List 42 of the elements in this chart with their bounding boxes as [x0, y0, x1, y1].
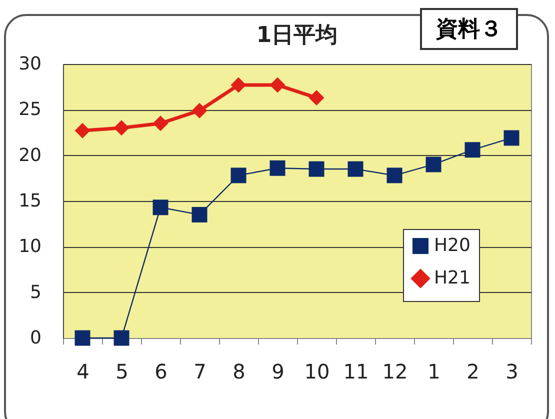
point — [504, 130, 520, 146]
point — [152, 200, 168, 216]
y-tick-label: 25 — [18, 99, 42, 120]
point — [230, 168, 246, 184]
legend-label: H20 — [434, 235, 470, 256]
x-tick-label: 3 — [506, 360, 518, 384]
y-tick-label: 30 — [18, 54, 42, 74]
y-tick-label: 20 — [18, 144, 42, 166]
y-tick-label: 5 — [30, 282, 42, 303]
legend-label: H21 — [434, 268, 470, 288]
point — [348, 161, 364, 177]
x-tick-label: 9 — [272, 360, 284, 384]
point — [192, 102, 208, 118]
x-tick-label: 4 — [76, 360, 90, 384]
x-tick-label: 11 — [343, 360, 369, 384]
chart-title: 1日平均 — [256, 23, 338, 48]
point — [426, 156, 442, 172]
point — [192, 206, 208, 222]
x-tick-label: 12 — [382, 360, 408, 384]
point — [270, 77, 286, 93]
point — [308, 161, 324, 177]
x-tick-label: 7 — [194, 360, 206, 384]
x-tick-label: 1 — [428, 360, 440, 384]
x-tick-label: 5 — [116, 360, 128, 384]
point — [74, 122, 90, 138]
point — [114, 120, 130, 136]
x-tick-label: 6 — [154, 360, 168, 384]
point — [386, 168, 402, 184]
y-tick-label: 15 — [18, 190, 42, 212]
point — [308, 90, 324, 106]
point — [74, 330, 90, 346]
y-tick-label: 10 — [18, 236, 42, 258]
point — [230, 77, 246, 93]
text: 資料３ — [420, 8, 518, 50]
x-tick-label: 2 — [466, 360, 480, 384]
point — [152, 116, 168, 132]
x-tick-label: 10 — [304, 360, 330, 384]
point — [464, 142, 480, 158]
x-tick-label: 8 — [232, 360, 246, 384]
point — [114, 330, 130, 346]
point — [270, 160, 286, 176]
y-tick-label: 0 — [30, 328, 42, 348]
